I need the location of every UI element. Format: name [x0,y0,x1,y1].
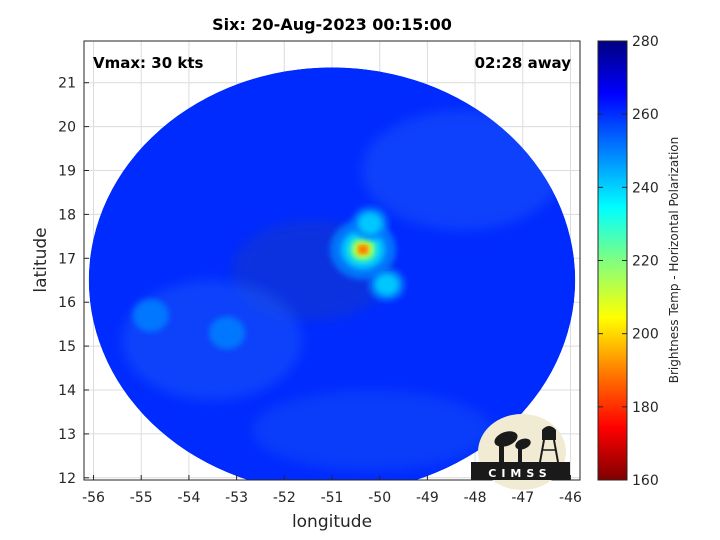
cimss-logo: CIMSS [471,414,570,490]
feature-cell-west [132,298,169,332]
chart-title: Six: 20-Aug-2023 00:15:00 [212,15,452,34]
colorbar-tick-label: 200 [632,327,659,343]
x-tick-label: -54 [177,490,200,506]
colorbar-tick-label: 180 [632,400,659,416]
y-tick-label: 20 [58,120,76,136]
colorbar-tick-label: 160 [632,473,659,489]
satellite-dish-icon [494,431,518,447]
y-tick-label: 15 [58,339,76,355]
x-axis-label: longitude [292,512,372,532]
colorbar-ticks: 160 180 200 220 240 260 280 [598,34,659,489]
colorbar-tick-label: 220 [632,254,659,270]
x-tick-label: -51 [321,490,344,506]
cimss-logo-text: CIMSS [488,467,551,480]
vmax-annotation: Vmax: 30 kts [93,54,203,72]
y-tick-label: 18 [58,207,76,223]
y-tick-label: 19 [58,164,76,180]
y-tick-label: 12 [58,471,76,487]
feature-cell-southwest [208,316,246,350]
x-tick-label: -56 [82,490,105,506]
feature-band-east [368,268,405,302]
time-away-annotation: 02:28 away [475,54,572,72]
water-tower-icon [539,426,559,463]
x-axis-ticks: -56 -55 -54 -53 -52 -51 -50 -49 -48 -47 -46 [82,475,582,506]
x-tick-label: -55 [130,490,153,506]
y-tick-label: 21 [58,76,76,92]
x-tick-label: -47 [511,490,534,506]
colorbar-tick-label: 260 [632,107,659,123]
y-axis-ticks: 12 13 14 15 16 17 18 19 20 21 [58,76,89,487]
y-axis-label: latitude [31,227,51,292]
x-tick-label: -50 [368,490,391,506]
colorbar: 160 180 200 220 240 260 280 Brightness Temp - … [597,34,681,489]
y-tick-label: 14 [58,383,76,399]
colorbar-label: Brightness Temp - Horizontal Polarizatio… [667,137,681,384]
x-tick-label: -53 [225,490,248,506]
colorbar-tick-label: 280 [632,34,659,50]
x-tick-label: -52 [273,490,296,506]
heatmap-swath [88,67,576,480]
feature-band-north [352,206,389,240]
y-tick-label: 16 [58,295,76,311]
y-tick-label: 13 [58,427,76,443]
colorbar-tick-label: 240 [632,180,659,196]
x-tick-label: -48 [464,490,487,506]
y-tick-label: 17 [58,251,76,267]
x-tick-label: -46 [559,490,582,506]
x-tick-label: -49 [416,490,439,506]
convective-features [132,206,405,350]
